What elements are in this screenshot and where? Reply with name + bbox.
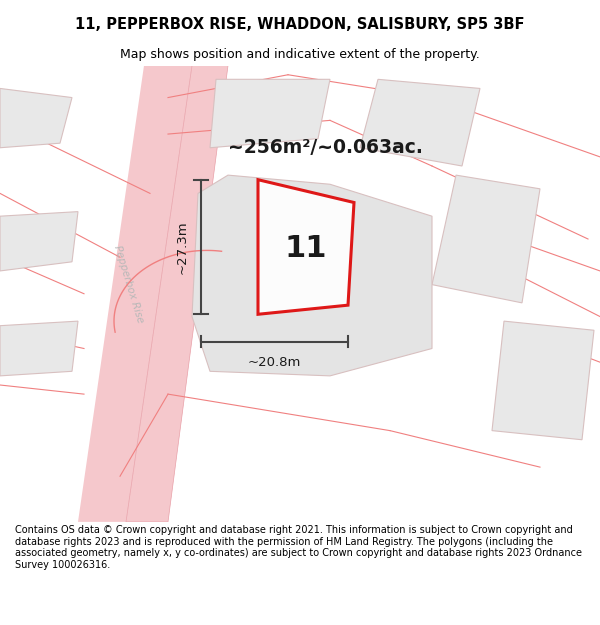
Polygon shape xyxy=(360,79,480,166)
Polygon shape xyxy=(0,212,78,271)
Text: Contains OS data © Crown copyright and database right 2021. This information is : Contains OS data © Crown copyright and d… xyxy=(15,525,582,570)
Polygon shape xyxy=(192,175,432,376)
Text: Pepperbox Rise: Pepperbox Rise xyxy=(112,244,146,325)
Polygon shape xyxy=(432,175,540,303)
Polygon shape xyxy=(492,321,594,440)
Text: ~20.8m: ~20.8m xyxy=(248,356,301,369)
Polygon shape xyxy=(0,321,78,376)
Text: 11, PEPPERBOX RISE, WHADDON, SALISBURY, SP5 3BF: 11, PEPPERBOX RISE, WHADDON, SALISBURY, … xyxy=(75,17,525,32)
Text: Map shows position and indicative extent of the property.: Map shows position and indicative extent… xyxy=(120,48,480,61)
Text: ~27.3m: ~27.3m xyxy=(175,220,188,274)
Polygon shape xyxy=(0,88,72,148)
Text: 11: 11 xyxy=(285,234,327,262)
Polygon shape xyxy=(78,66,192,522)
Polygon shape xyxy=(210,79,330,148)
Polygon shape xyxy=(126,66,228,522)
Polygon shape xyxy=(258,180,354,314)
Text: ~256m²/~0.063ac.: ~256m²/~0.063ac. xyxy=(228,138,423,158)
